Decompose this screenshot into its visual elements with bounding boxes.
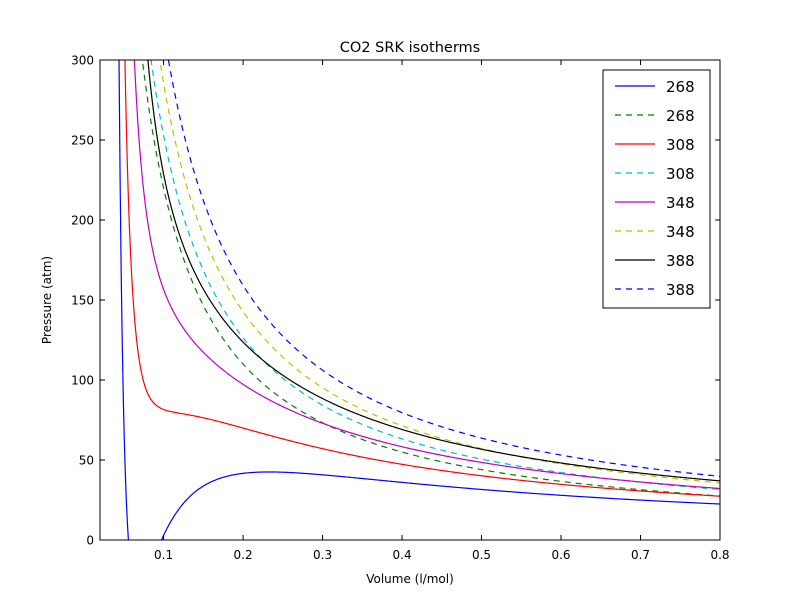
y-tick-label: 200	[71, 214, 94, 228]
legend-label: 268	[666, 107, 695, 125]
legend-label: 308	[666, 136, 695, 154]
y-axis-title: Pressure (atm)	[40, 256, 54, 344]
series-line-388-dashed	[167, 60, 720, 477]
x-tick-label: 0.8	[710, 548, 729, 562]
y-tick-label: 50	[79, 454, 94, 468]
x-tick-label: 0.2	[234, 548, 253, 562]
legend-label: 388	[666, 281, 695, 299]
legend-label: 388	[666, 252, 695, 270]
legend-label: 348	[666, 194, 695, 212]
x-axis-title: Volume (l/mol)	[366, 572, 454, 586]
chart-title: CO2 SRK isotherms	[340, 40, 480, 56]
x-tick-label: 0.1	[154, 548, 173, 562]
legend-label: 268	[666, 78, 695, 96]
y-tick-label: 0	[86, 534, 94, 548]
legend-frame	[602, 69, 711, 309]
y-tick-label: 250	[71, 134, 94, 148]
legend: 268 268 308 308 348 348 388 388	[602, 69, 711, 309]
x-tick-label: 0.5	[472, 548, 491, 562]
series-layer	[118, 60, 720, 540]
y-axis: 0 50 100 150 200 250 300	[71, 54, 720, 548]
x-tick-label: 0.3	[313, 548, 332, 562]
series-line-268-solid	[118, 60, 720, 540]
series-line-348-dashed	[159, 60, 720, 484]
legend-label: 308	[666, 165, 695, 183]
y-tick-label: 300	[71, 54, 94, 68]
x-tick-label: 0.6	[551, 548, 570, 562]
x-tick-label: 0.4	[393, 548, 412, 562]
x-tick-label: 0.7	[631, 548, 650, 562]
legend-label: 348	[666, 223, 695, 241]
series-line-308-solid	[124, 60, 720, 497]
y-tick-label: 150	[71, 294, 94, 308]
x-axis: 0.1 0.2 0.3 0.4 0.5 0.6 0.7 0.8	[154, 60, 730, 562]
series-line-388-solid	[147, 60, 720, 482]
series-line-348-solid	[133, 60, 720, 490]
y-tick-label: 100	[71, 374, 94, 388]
series-line-268-dashed	[141, 60, 720, 497]
